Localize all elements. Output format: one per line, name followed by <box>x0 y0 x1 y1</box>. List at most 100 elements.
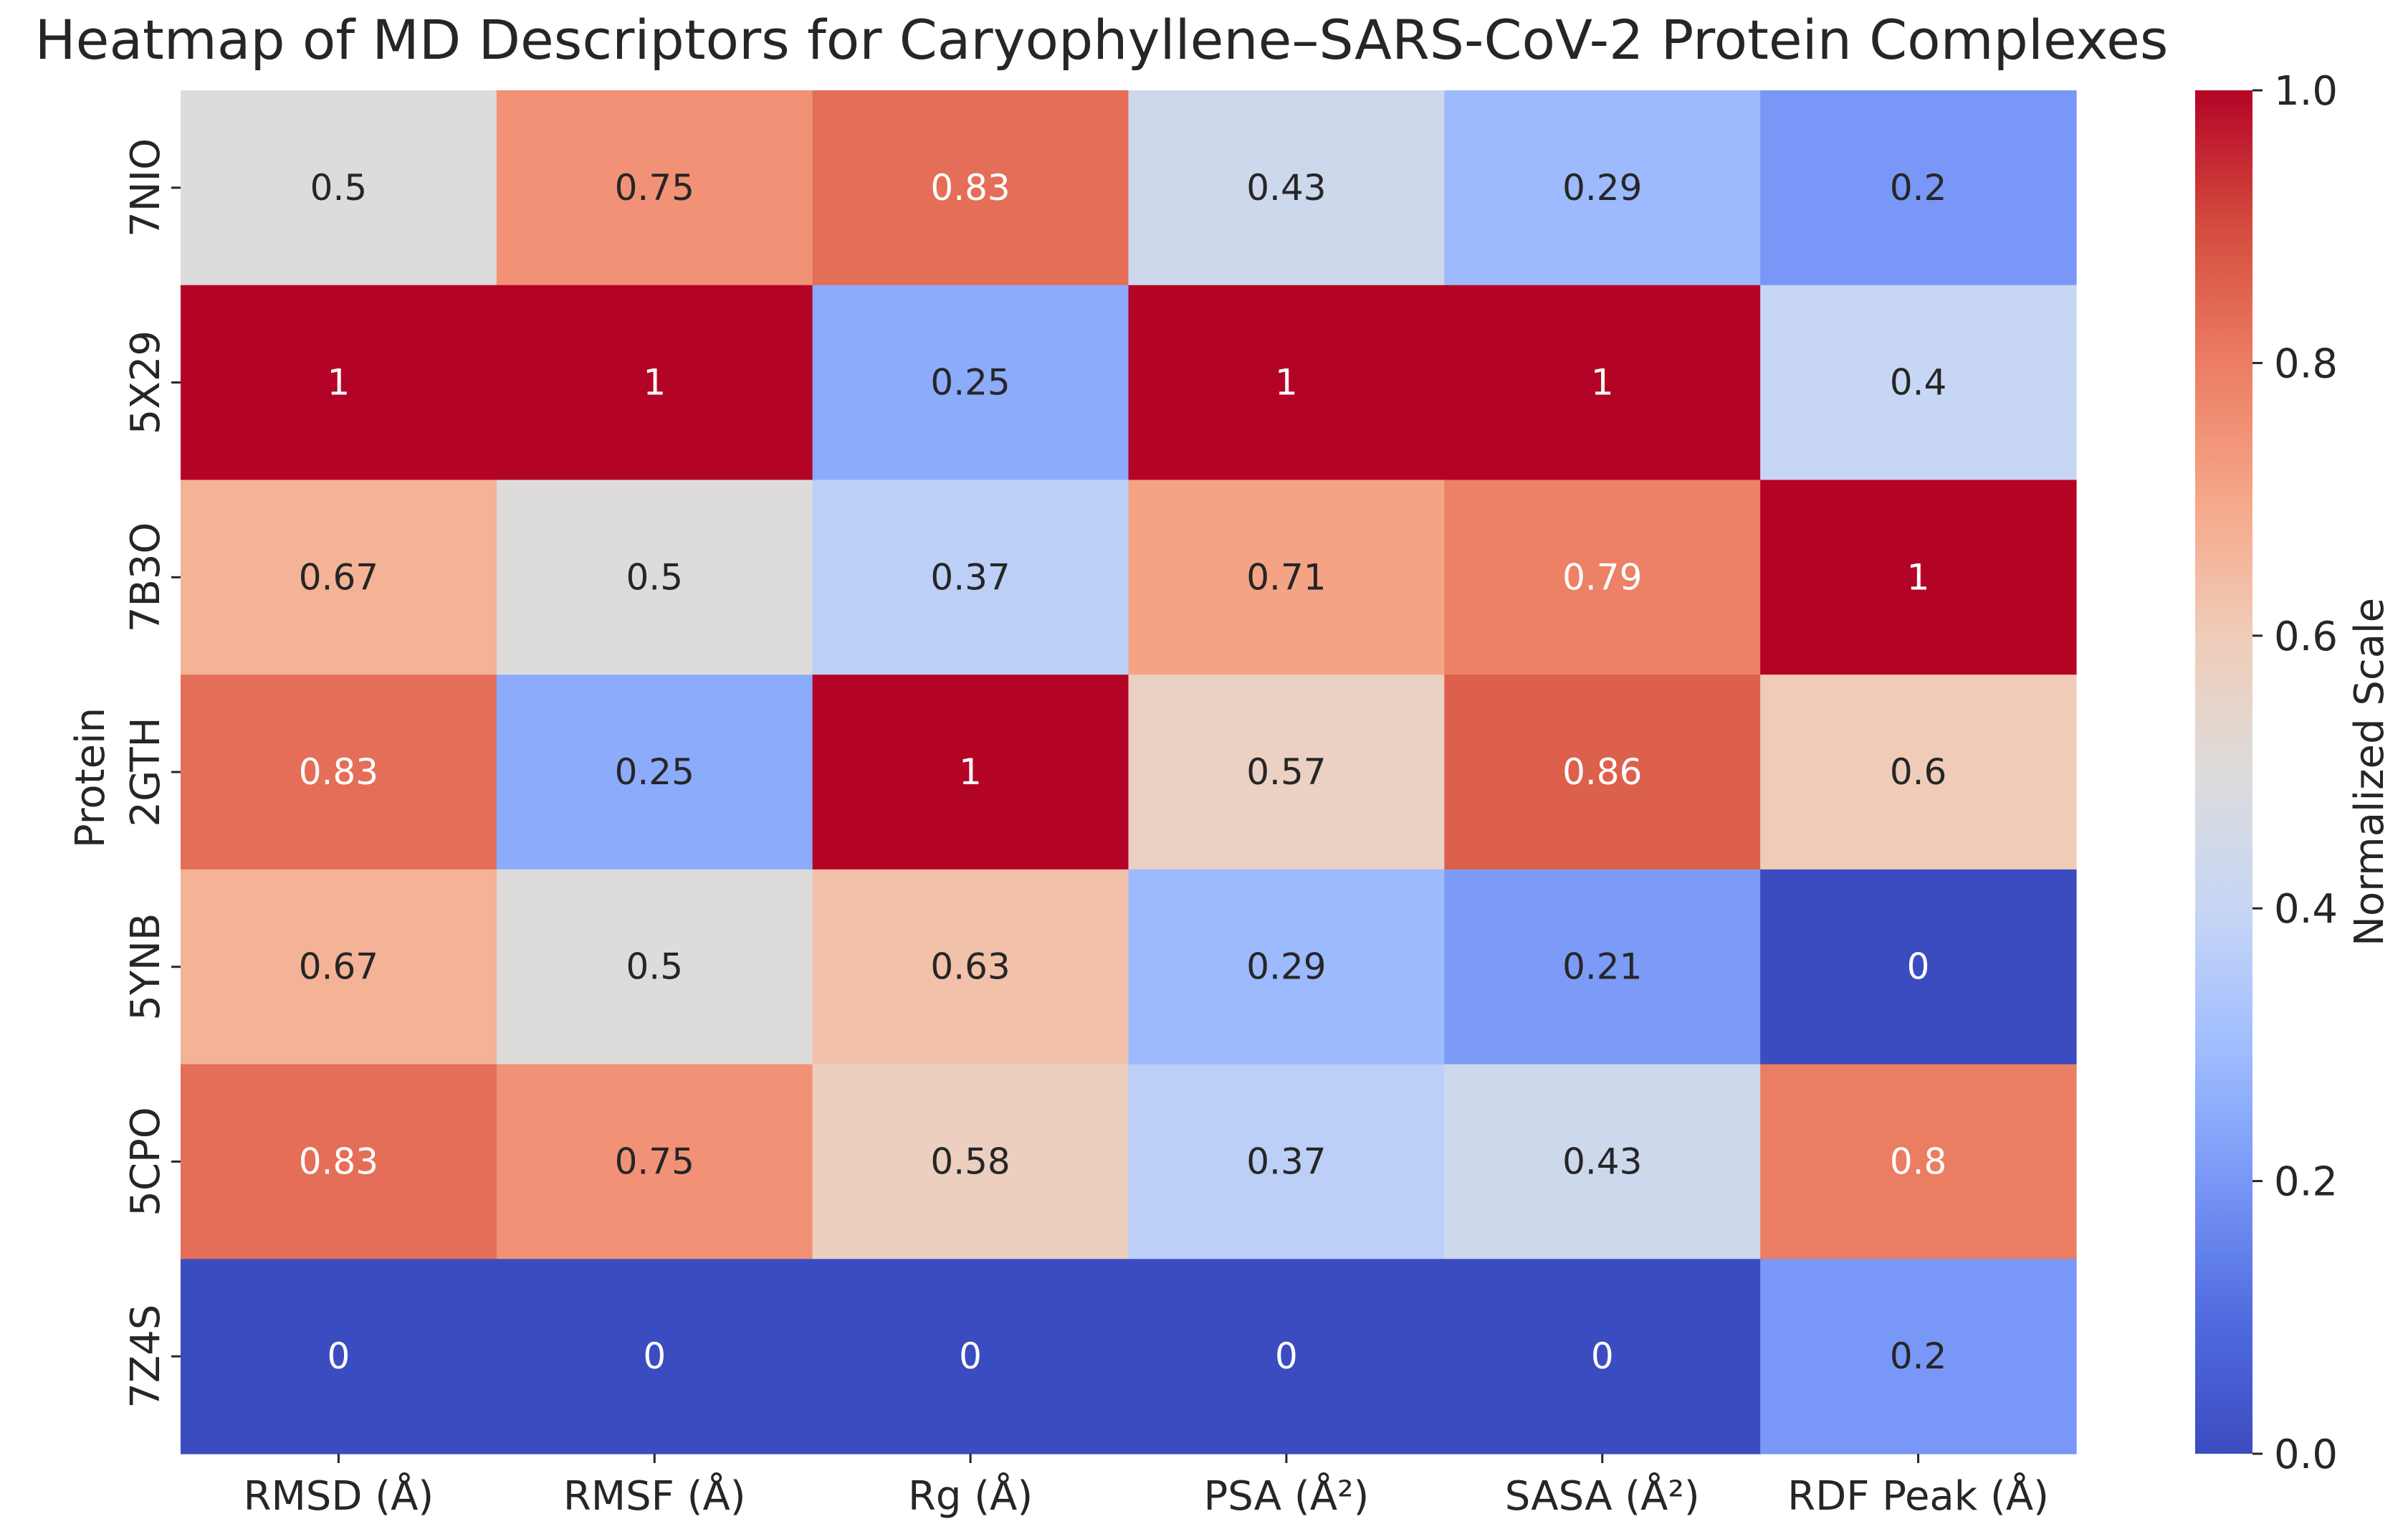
cell-value-label: 0.63 <box>930 946 1010 988</box>
cell-value-label: 0.71 <box>1246 556 1326 598</box>
cell-value-label: 0.29 <box>1246 946 1326 988</box>
heatmap-cell <box>812 480 1129 675</box>
cell-value-label: 0.67 <box>299 556 378 598</box>
column-tick-label: RMSF (Å) <box>563 1472 746 1520</box>
cell-value-label: 1 <box>1591 362 1614 404</box>
row-tick-label: 7B3O <box>123 522 169 632</box>
row-tick-label: 2GTH <box>123 717 169 827</box>
cell-value-label: 1 <box>959 751 982 793</box>
cell-value-label: 0.6 <box>1890 751 1947 793</box>
cell-value-label: 1 <box>643 362 666 404</box>
column-tick-label: Rg (Å) <box>908 1472 1033 1520</box>
colorbar: 0.0 0.2 0.4 0.6 0.8 1.0 Normalized Scale <box>2195 68 2393 1478</box>
heatmap-cell <box>496 869 813 1065</box>
cell-value-label: 0.75 <box>615 1140 694 1182</box>
heatmap-cell <box>181 1064 497 1259</box>
column-tick-label: SASA (Å²) <box>1505 1472 1700 1520</box>
heatmap-cell <box>496 285 813 481</box>
cell-value-label: 0.29 <box>1562 167 1642 209</box>
heatmap-cell <box>181 1259 497 1454</box>
heatmap-cell <box>1128 480 1445 675</box>
heatmap-cell <box>496 1259 813 1454</box>
cell-value-label: 1 <box>1907 556 1930 598</box>
heatmap-cell <box>1128 1064 1445 1259</box>
cell-value-label: 1 <box>328 362 350 404</box>
y-axis-label: Protein <box>67 708 114 848</box>
colorbar-tick-label: 0.2 <box>2274 1159 2338 1206</box>
heatmap-cell <box>812 1064 1129 1259</box>
heatmap-cell <box>1444 675 1761 870</box>
cell-value-label: 1 <box>1275 362 1298 404</box>
heatmap-cell <box>812 90 1129 286</box>
heatmap-cell <box>496 675 813 870</box>
cell-value-label: 0.2 <box>1890 1335 1947 1377</box>
heatmap-cell <box>1444 869 1761 1065</box>
heatmap-cell <box>181 869 497 1065</box>
heatmap-cell <box>181 675 497 870</box>
cell-value-label: 0.37 <box>1246 1140 1326 1182</box>
heatmap-cell <box>812 1259 1129 1454</box>
cell-value-label: 0.58 <box>930 1140 1010 1182</box>
heatmap-cell <box>1760 90 2077 286</box>
cell-value-label: 0.79 <box>1562 556 1642 598</box>
row-tick-label: 5YNB <box>123 913 169 1021</box>
cell-value-label: 0 <box>959 1335 982 1377</box>
column-tick-label: RDF Peak (Å) <box>1787 1472 2049 1520</box>
row-tick-label: 5X29 <box>123 330 169 434</box>
heatmap-cell <box>1444 1259 1761 1454</box>
colorbar-tick-label: 0.4 <box>2274 886 2338 933</box>
cell-value-label: 0.5 <box>626 556 683 598</box>
cell-value-label: 0.57 <box>1246 751 1326 793</box>
cell-value-label: 0.37 <box>930 556 1010 598</box>
heatmap-cell <box>1760 1064 2077 1259</box>
cell-value-label: 0.86 <box>1562 751 1642 793</box>
colorbar-tick-label: 0.8 <box>2274 340 2338 387</box>
cell-value-label: 0.83 <box>299 1140 378 1182</box>
cell-value-label: 0.4 <box>1890 362 1947 404</box>
row-tick-label: 5CPO <box>123 1107 169 1216</box>
row-tick-label: 7Z4S <box>123 1305 169 1409</box>
colorbar-tick-label: 0.0 <box>2274 1432 2338 1478</box>
cell-value-label: 0.2 <box>1890 167 1947 209</box>
cell-value-label: 0.5 <box>310 167 368 209</box>
heatmap-cell <box>496 90 813 286</box>
heatmap-cell <box>1128 869 1445 1065</box>
heatmap-cell <box>181 480 497 675</box>
colorbar-tick-label: 1.0 <box>2274 68 2338 115</box>
cell-value-label: 0.75 <box>615 167 694 209</box>
colorbar-tick-label: 0.6 <box>2274 614 2338 660</box>
cell-value-label: 0 <box>1907 946 1930 988</box>
heatmap-cell <box>1128 90 1445 286</box>
heatmap-cell <box>812 675 1129 870</box>
cell-value-label: 0.83 <box>299 751 378 793</box>
cell-value-label: 0.83 <box>930 167 1010 209</box>
heatmap-cell <box>1760 1259 2077 1454</box>
cell-value-label: 0.5 <box>626 946 683 988</box>
colorbar-label: Normalized Scale <box>2346 598 2393 946</box>
row-tick-label: 7NIO <box>123 138 169 237</box>
cell-value-label: 0 <box>1591 1335 1614 1377</box>
heatmap-cell <box>1444 480 1761 675</box>
heatmap-cell <box>812 869 1129 1065</box>
heatmap-cell <box>1444 285 1761 481</box>
cell-value-label: 0 <box>1275 1335 1298 1377</box>
column-tick-label: PSA (Å²) <box>1203 1472 1369 1520</box>
cell-value-label: 0 <box>643 1335 666 1377</box>
cell-value-label: 0.43 <box>1246 167 1326 209</box>
heatmap-cell <box>181 285 497 481</box>
cell-value-label: 0.25 <box>615 751 694 793</box>
heatmap-cell <box>496 1064 813 1259</box>
heatmap-cell <box>812 285 1129 481</box>
chart-title: Heatmap of MD Descriptors for Caryophyll… <box>35 8 2169 72</box>
cell-value-label: 0.67 <box>299 946 378 988</box>
cell-value-label: 0.43 <box>1562 1140 1642 1182</box>
heatmap-cell <box>1128 1259 1445 1454</box>
heatmap-cell <box>1760 285 2077 481</box>
heatmap-cell <box>1444 90 1761 286</box>
heatmap-cell <box>1128 285 1445 481</box>
heatmap-cell <box>1760 675 2077 870</box>
cell-value-label: 0.25 <box>930 362 1010 404</box>
colorbar-gradient <box>2195 90 2252 1454</box>
cell-value-label: 0 <box>328 1335 350 1377</box>
